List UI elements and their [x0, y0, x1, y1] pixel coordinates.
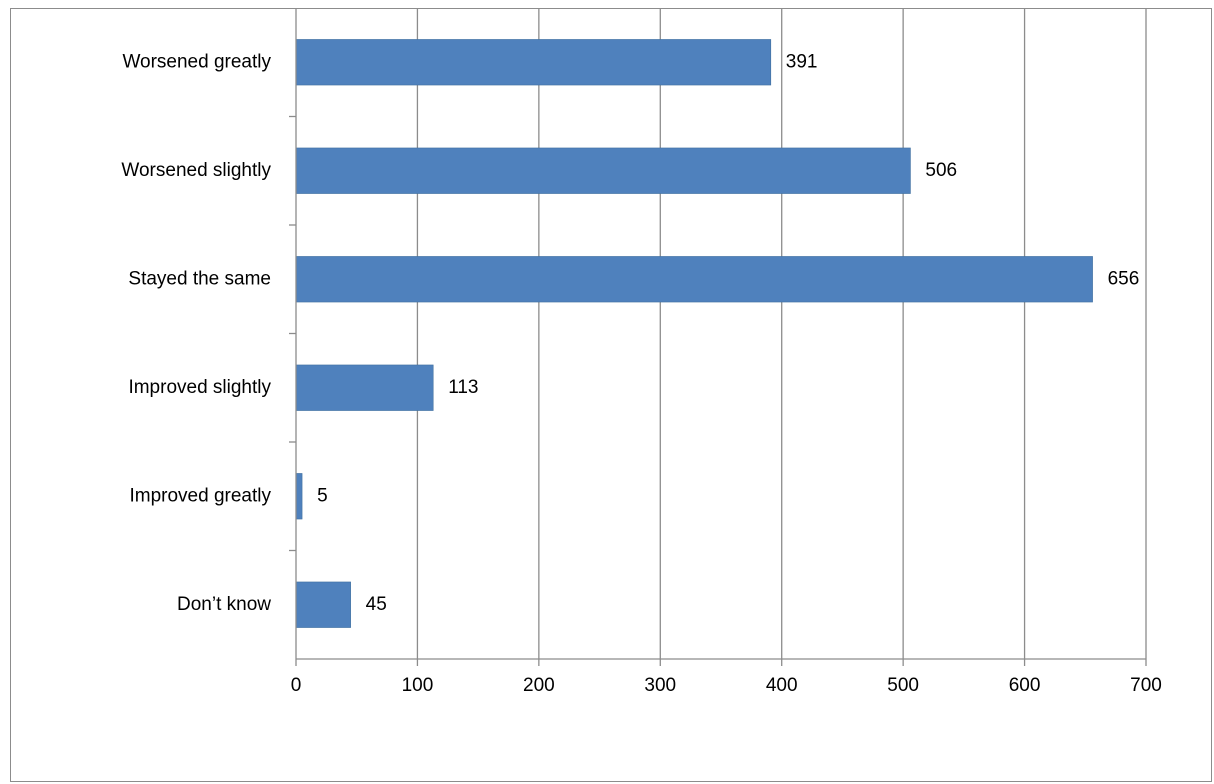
category-label-2: Stayed the same — [128, 268, 271, 289]
labels: Worsened greatly 391 Worsened slightly 506 S… — [121, 51, 1161, 696]
x-tick-label-0: 0 — [291, 675, 302, 696]
data-label-4: 5 — [317, 485, 328, 506]
axes — [289, 9, 1147, 666]
category-label-3: Improved slightly — [128, 377, 271, 398]
category-label-5: Don’t know — [177, 594, 271, 615]
x-tick-label-300: 300 — [644, 675, 676, 696]
bar-0 — [295, 39, 772, 86]
bar-1 — [295, 147, 911, 194]
data-label-0: 391 — [786, 51, 818, 72]
category-label-0: Worsened greatly — [122, 51, 271, 72]
bar-3 — [295, 364, 434, 411]
x-tick-label-700: 700 — [1130, 675, 1162, 696]
x-tick-label-100: 100 — [402, 675, 434, 696]
chart-frame: Worsened greatly 391 Worsened slightly 506 S… — [10, 8, 1212, 782]
x-tick-label-200: 200 — [523, 675, 555, 696]
category-label-4: Improved greatly — [129, 485, 271, 506]
data-label-3: 113 — [448, 377, 478, 398]
data-label-1: 506 — [925, 160, 957, 181]
bar-2 — [295, 256, 1093, 303]
bar-5 — [295, 581, 351, 628]
category-label-1: Worsened slightly — [121, 160, 271, 181]
data-label-5: 45 — [366, 594, 387, 615]
data-label-2: 656 — [1108, 268, 1140, 289]
x-tick-label-500: 500 — [887, 675, 919, 696]
gridlines — [416, 9, 1147, 659]
bar-chart: Worsened greatly 391 Worsened slightly 506 S… — [121, 9, 1162, 696]
x-tick-label-600: 600 — [1009, 675, 1041, 696]
bars — [295, 39, 1093, 628]
x-tick-label-400: 400 — [766, 675, 798, 696]
bar-4 — [295, 473, 303, 520]
